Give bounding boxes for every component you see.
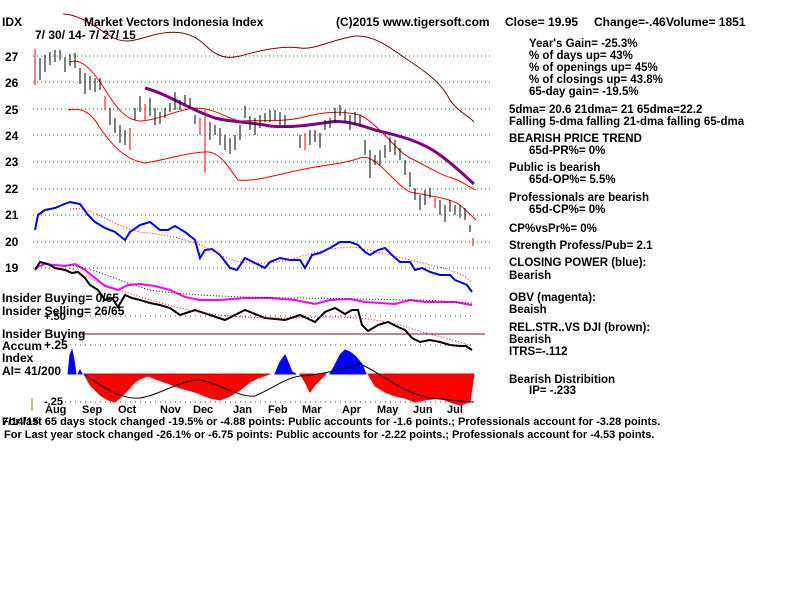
x-tick-sep: Sep <box>82 404 103 416</box>
price-trend: BEARISH PRICE TREND <box>509 133 642 145</box>
symbol: IDX <box>2 15 23 29</box>
y-tick-25: 25 <box>5 103 19 117</box>
distribution-status: Bearish Distribition <box>509 374 616 386</box>
x-tick-may: May <box>377 404 399 416</box>
gain-65: 65-day gain= -19.5% <box>529 86 639 98</box>
footer-year: For Last year stock changed -26.1% or -6… <box>4 429 655 441</box>
upper-band-inner <box>69 60 477 191</box>
relstr-ma <box>69 267 473 347</box>
public-status: Public is bearish <box>509 162 601 174</box>
x-tick-nov: Nov <box>160 404 181 416</box>
x-tick-jun: Jun <box>413 404 433 416</box>
dma-values: 5dma= 20.6 21dma= 21 65dma=22.2 <box>509 104 703 116</box>
itrs-value: ITRS=-.112 <box>509 346 568 358</box>
insider-selling-count: Insider Selling= 26/65 <box>2 304 125 318</box>
lower-band-outer <box>67 108 477 221</box>
close-value: Close= 19.95 <box>505 15 579 29</box>
footer-overlap-date: 7/14/15 <box>2 416 39 428</box>
volume-value: Volume= 1851 <box>666 15 746 29</box>
x-tick-apr: Apr <box>342 404 361 416</box>
closing-power-value: Bearish <box>509 270 552 282</box>
x-tick-aug: Aug <box>45 404 67 416</box>
upper-band-outer <box>62 13 475 123</box>
closings-up: % of closings up= 43.8% <box>529 74 663 86</box>
op-pct: 65d-OP%= 5.5% <box>529 174 616 186</box>
copyright: (C)2015 www.tigersoft.com <box>336 15 490 29</box>
y-tick-20: 20 <box>5 235 19 249</box>
ip-value: IP= -.233 <box>529 385 576 397</box>
relstr-label: REL.STR..VS DJI (brown): <box>509 322 651 334</box>
x-tick-jul: Jul <box>447 404 463 416</box>
grid-lines <box>33 55 490 269</box>
y-tick-21: 21 <box>5 208 19 222</box>
x-tick-oct: Oct <box>118 404 137 416</box>
openings-up: % of openings up= 45% <box>529 62 658 74</box>
relstr-line <box>34 260 473 351</box>
ai-histogram <box>67 348 475 406</box>
ai-value: AI= 41/200 <box>2 364 62 378</box>
price-bars <box>34 49 474 246</box>
y-tick-19: 19 <box>5 261 19 275</box>
obv-line <box>34 262 473 306</box>
accum-label: Accum <box>2 339 43 353</box>
years-gain: Year's Gain= -25.3% <box>529 38 638 50</box>
obv-value: Beaish <box>509 304 547 316</box>
closing-power-ma <box>69 208 473 284</box>
insider-buying-count: Insider Buying= 0/65 <box>2 291 120 305</box>
x-tick-dec: Dec <box>193 404 214 416</box>
cp-vs-pr: CP%vsPr%= 0% <box>509 223 597 235</box>
closing-power-label: CLOSING POWER (blue): <box>509 257 647 269</box>
x-tick-jan: Jan <box>233 404 252 416</box>
closing-power-line <box>34 200 473 293</box>
dma-trend: Falling 5-dma falling 21-dma falling 65-… <box>509 116 745 128</box>
obv-label: OBV (magenta): <box>509 292 596 304</box>
footer-65day: For last 65 days stock changed -19.5% or… <box>2 416 661 428</box>
pr-pct: 65d-PR%= 0% <box>529 145 606 157</box>
y-tick-24: 24 <box>5 129 19 143</box>
plus50-label: +.50 <box>44 311 66 323</box>
index-label: Index <box>2 351 34 365</box>
obv-ma <box>69 264 473 304</box>
strength-ratio: Strength Profess/Pub= 2.1 <box>509 240 653 252</box>
relstr-value: Bearish <box>509 334 552 346</box>
y-tick-27: 27 <box>5 50 19 64</box>
x-tick-mar: Mar <box>302 404 322 416</box>
cp-pct: 65d-CP%= 0% <box>529 204 606 216</box>
y-tick-22: 22 <box>5 182 19 196</box>
days-up: % of days up= 43% <box>529 50 633 62</box>
ai-ma <box>83 363 475 403</box>
professionals-status: Professionals are bearish <box>509 192 649 204</box>
change-value: Change=-.46 <box>594 15 666 29</box>
y-tick-26: 26 <box>5 76 19 90</box>
minus25-label: -.25 <box>44 396 63 408</box>
plus25-label: +.25 <box>44 338 68 352</box>
date-range: 7/ 30/ 14- 7/ 27/ 15 <box>35 28 136 42</box>
x-tick-feb: Feb <box>268 404 288 416</box>
y-tick-23: 23 <box>5 155 19 169</box>
insider-buying-label: Insider Buying <box>2 327 86 341</box>
chart-title: Market Vectors Indonesia Index <box>84 15 264 29</box>
